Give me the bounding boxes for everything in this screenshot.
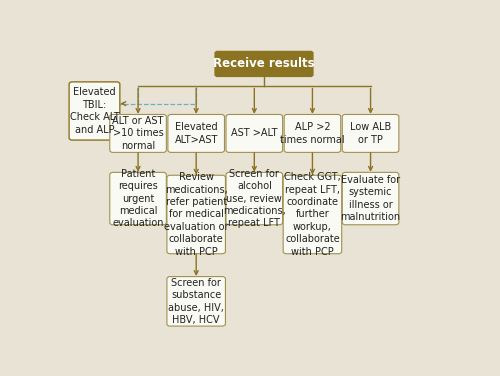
FancyBboxPatch shape	[226, 114, 282, 152]
FancyBboxPatch shape	[167, 277, 226, 326]
Text: Check GGT,
repeat LFT,
coordinate
further
workup,
collaborate
with PCP: Check GGT, repeat LFT, coordinate furthe…	[284, 172, 341, 257]
Text: Receive results: Receive results	[213, 58, 315, 70]
Text: Elevated
ALT>AST: Elevated ALT>AST	[174, 122, 218, 145]
FancyBboxPatch shape	[69, 82, 120, 140]
FancyBboxPatch shape	[110, 172, 166, 225]
FancyBboxPatch shape	[342, 172, 399, 225]
Text: ALT or AST
>10 times
normal: ALT or AST >10 times normal	[112, 116, 164, 151]
Text: Patient
requires
urgent
medical
evaluation: Patient requires urgent medical evaluati…	[112, 169, 164, 228]
FancyBboxPatch shape	[110, 114, 166, 152]
FancyBboxPatch shape	[167, 175, 226, 254]
Text: Review
medications,
refer patient
for medical
evaluation or
collaborate
with PCP: Review medications, refer patient for me…	[164, 172, 228, 257]
FancyBboxPatch shape	[214, 51, 314, 77]
Text: ALP >2
times normal: ALP >2 times normal	[280, 122, 345, 145]
Text: Elevated
TBIL:
Check ALT
and ALP: Elevated TBIL: Check ALT and ALP	[70, 87, 119, 135]
Text: AST >ALT: AST >ALT	[231, 129, 278, 138]
FancyBboxPatch shape	[226, 172, 282, 225]
Text: Screen for
substance
abuse, HIV,
HBV, HCV: Screen for substance abuse, HIV, HBV, HC…	[168, 278, 224, 325]
FancyBboxPatch shape	[342, 114, 399, 152]
Text: Evaluate for
systemic
illness or
malnutrition: Evaluate for systemic illness or malnutr…	[340, 175, 400, 222]
FancyBboxPatch shape	[284, 114, 341, 152]
Text: Screen for
alcohol
use, review
medications,
repeat LFT: Screen for alcohol use, review medicatio…	[223, 169, 286, 228]
FancyBboxPatch shape	[283, 175, 342, 254]
FancyBboxPatch shape	[168, 114, 224, 152]
Text: Low ALB
or TP: Low ALB or TP	[350, 122, 391, 145]
